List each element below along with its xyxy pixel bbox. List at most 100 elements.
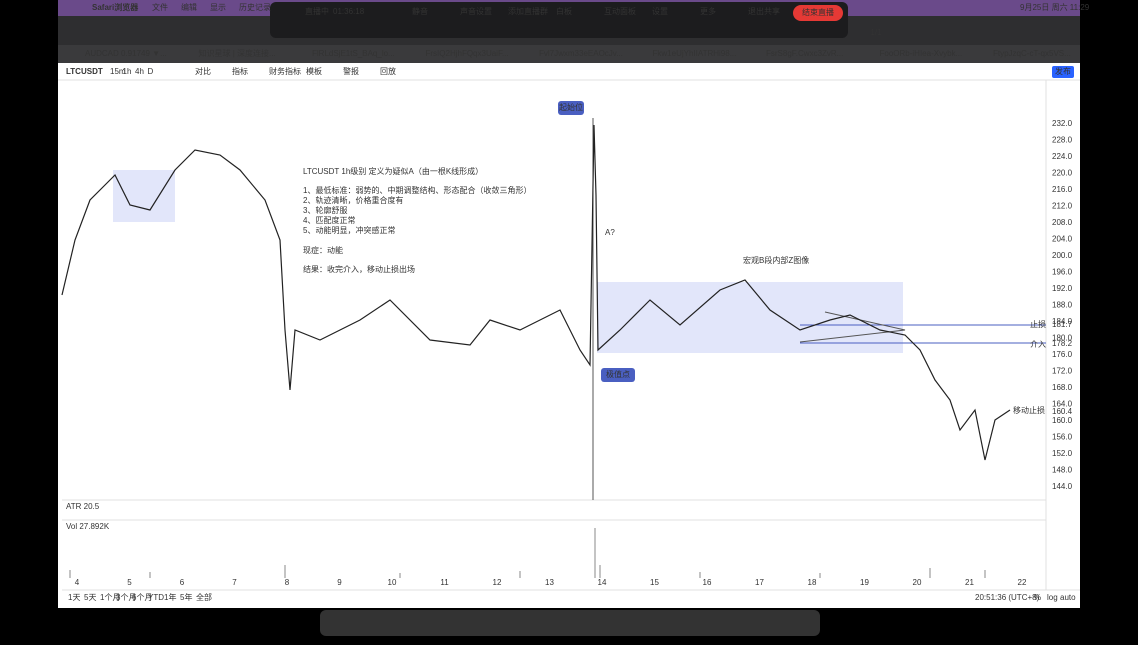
- range[interactable]: 3个月: [116, 593, 136, 602]
- range[interactable]: 1年: [164, 592, 176, 602]
- x-label: 20: [913, 578, 922, 587]
- meeting-bar: [270, 2, 848, 38]
- tab[interactable]: FsrS8gF.Cwxc3ZvR...: [766, 49, 843, 58]
- x-label: 17: [755, 578, 764, 587]
- label: A?: [605, 228, 615, 237]
- end-label[interactable]: 结束直播: [802, 7, 834, 17]
- note-line: 3、轮廓舒服: [303, 205, 347, 215]
- tab[interactable]: FrsIQ2HjhFQqx3UaiF...: [426, 49, 509, 58]
- interval[interactable]: 1h: [123, 67, 132, 76]
- range[interactable]: YTD: [148, 593, 164, 602]
- price-label: 200.0: [1052, 251, 1073, 260]
- indicator: Vol 27.892K: [66, 522, 110, 531]
- label: 止损: [1030, 319, 1046, 329]
- tab[interactable]: Fkw1eUjYhIIATRHi98...: [653, 49, 737, 58]
- label: 起始位: [559, 102, 583, 112]
- tool-button[interactable]: 指标: [232, 66, 248, 76]
- meeting-button[interactable]: 更多: [700, 6, 716, 16]
- price-tag: 178.2: [1052, 339, 1073, 348]
- price-label: 184.0: [1052, 317, 1073, 326]
- price-label: 148.0: [1052, 466, 1073, 475]
- price-label: 216.0: [1052, 185, 1073, 194]
- tab-bar: [58, 45, 1080, 63]
- range[interactable]: 1个月: [100, 593, 120, 602]
- menu-item[interactable]: 编辑: [181, 2, 197, 12]
- tab[interactable]: FooORb-iHIea-Xvybk...: [880, 49, 963, 58]
- x-label: 11: [440, 578, 449, 587]
- price-label: 220.0: [1052, 169, 1073, 178]
- meeting-button[interactable]: 声音设置: [460, 6, 492, 16]
- live-time: 01:36:18: [333, 7, 365, 16]
- price-label: 168.0: [1052, 383, 1073, 392]
- tool-button[interactable]: 对比: [195, 66, 211, 76]
- meeting-button[interactable]: 设置: [652, 6, 668, 16]
- menu-item[interactable]: 显示: [210, 3, 226, 12]
- meeting-button[interactable]: 静音: [412, 6, 428, 16]
- tradingview: [58, 63, 1080, 608]
- x-label: 10: [388, 578, 397, 587]
- label-box: [601, 368, 635, 382]
- label: 移动止损: [1013, 405, 1045, 415]
- tab[interactable]: Fvl7Jwxm33eEAOcJv...: [539, 49, 623, 58]
- note-line: 1、最低标准：弱势的、中期调整结构、形态配合（收敛三角形）: [303, 185, 531, 195]
- price-label: 152.0: [1052, 449, 1073, 458]
- menu-item[interactable]: 历史记录: [239, 2, 271, 12]
- symbol: LTCUSDT: [66, 67, 103, 76]
- tab[interactable]: FtypJzqC-cT-qx5VS...: [993, 49, 1071, 58]
- x-label: 5: [127, 578, 132, 587]
- page-count: 1/1: [870, 28, 882, 37]
- scale-option[interactable]: log: [1047, 593, 1058, 602]
- volume-bars: [69, 528, 986, 578]
- menu-item[interactable]: 文件: [152, 2, 168, 12]
- range[interactable]: 1天: [68, 593, 80, 602]
- meeting-button[interactable]: 白板: [556, 6, 572, 16]
- range[interactable]: 5年: [180, 592, 192, 602]
- scale-option[interactable]: auto: [1060, 593, 1076, 602]
- x-label: 14: [598, 578, 607, 587]
- price-label: 224.0: [1052, 152, 1073, 161]
- price-label: 212.0: [1052, 202, 1073, 211]
- range[interactable]: 6个月: [132, 593, 152, 602]
- tool-button[interactable]: 模板: [306, 66, 322, 76]
- price-label: 208.0: [1052, 218, 1073, 227]
- interval[interactable]: D: [148, 67, 154, 76]
- scale-option[interactable]: %: [1034, 593, 1041, 602]
- label-box: [558, 101, 584, 115]
- tool-button[interactable]: 警报: [343, 66, 359, 76]
- meeting-button[interactable]: 退出共享: [748, 6, 780, 16]
- interval[interactable]: 15m: [110, 67, 126, 76]
- note-line: 4、匹配度正常: [303, 215, 355, 225]
- x-label: 12: [493, 578, 502, 587]
- app-name: Safari浏览器: [92, 2, 139, 12]
- price-label: 180.0: [1052, 334, 1073, 343]
- tab[interactable]: FlRLdSjE1tS_BAq_lo...: [312, 49, 395, 58]
- end-button[interactable]: [793, 5, 843, 21]
- price-tag: 160.4: [1052, 407, 1073, 416]
- x-label: 13: [545, 578, 554, 587]
- label: 宏观B段内部Z图像: [743, 255, 809, 265]
- x-label: 22: [1018, 578, 1027, 587]
- tool-button[interactable]: 回放: [380, 66, 396, 76]
- dock: [320, 610, 820, 636]
- x-label: 18: [808, 578, 817, 587]
- meeting-button[interactable]: 互动面板: [604, 6, 636, 16]
- x-label: 19: [860, 578, 869, 587]
- price-label: 196.0: [1052, 268, 1073, 277]
- publish-button[interactable]: [1052, 66, 1074, 78]
- x-label: 16: [703, 578, 712, 587]
- publish-label[interactable]: 发布: [1055, 66, 1071, 76]
- price-label: 172.0: [1052, 367, 1073, 376]
- tab[interactable]: 知识星球 | 深度连接...: [199, 48, 276, 58]
- note-line: 现症：动能: [303, 245, 343, 255]
- range[interactable]: 5天: [84, 593, 96, 602]
- zone-box: [113, 170, 175, 222]
- tab[interactable]: AUDCAD 0.91749 ▼...: [85, 49, 167, 58]
- interval[interactable]: 4h: [135, 67, 144, 76]
- price-tag: 181.7: [1052, 320, 1073, 329]
- tool-button[interactable]: 财务指标: [269, 66, 301, 76]
- x-label: 8: [285, 578, 290, 587]
- meeting-button[interactable]: 添加直播群: [508, 6, 548, 16]
- range[interactable]: 全部: [196, 592, 212, 602]
